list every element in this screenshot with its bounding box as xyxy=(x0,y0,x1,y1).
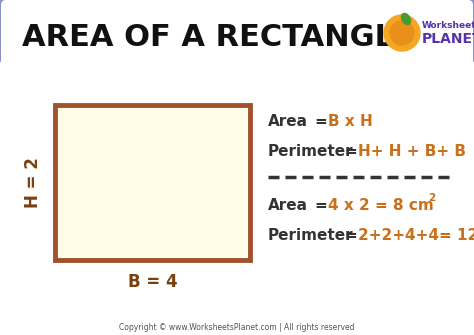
Text: B x H: B x H xyxy=(328,115,373,130)
Text: Area: Area xyxy=(268,198,308,212)
Text: =: = xyxy=(314,115,327,130)
Circle shape xyxy=(384,15,420,51)
Circle shape xyxy=(390,21,414,45)
Text: =: = xyxy=(314,198,327,212)
FancyBboxPatch shape xyxy=(1,0,473,68)
Text: PLANET: PLANET xyxy=(422,32,474,46)
Text: Perimeter: Perimeter xyxy=(268,144,354,159)
FancyBboxPatch shape xyxy=(0,60,474,335)
Text: =: = xyxy=(344,227,357,243)
Text: 4 x 2 = 8 cm: 4 x 2 = 8 cm xyxy=(328,198,434,212)
Text: Area: Area xyxy=(268,115,308,130)
Text: 2: 2 xyxy=(428,193,435,203)
Text: B = 4: B = 4 xyxy=(128,273,177,291)
Text: H = 2: H = 2 xyxy=(24,157,42,208)
Text: Worksheets: Worksheets xyxy=(422,20,474,29)
Bar xyxy=(55,105,250,260)
Text: AREA OF A RECTANGLE: AREA OF A RECTANGLE xyxy=(22,22,415,52)
Text: Perimeter: Perimeter xyxy=(268,227,354,243)
Text: Copyright © www.WorksheetsPlanet.com | All rights reserved: Copyright © www.WorksheetsPlanet.com | A… xyxy=(119,323,355,332)
Ellipse shape xyxy=(401,13,410,24)
Text: 2+2+4+4= 12 cm: 2+2+4+4= 12 cm xyxy=(358,227,474,243)
Text: =: = xyxy=(344,144,357,159)
Text: H+ H + B+ B: H+ H + B+ B xyxy=(358,144,466,159)
